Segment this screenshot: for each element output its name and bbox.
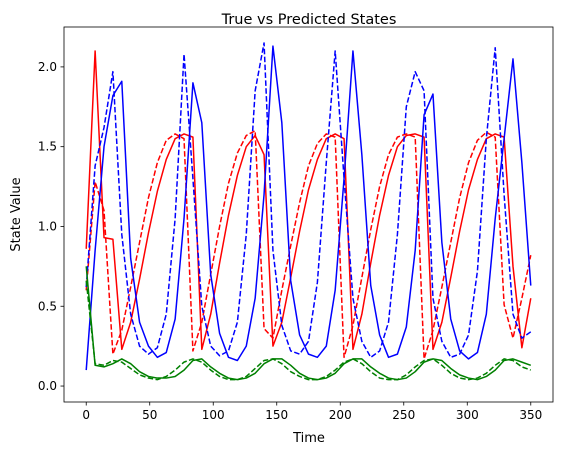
axes-layer: 0 50 100 150 200 250 300 350 0.0 0.5 1.0 1.5 2.0	[38, 60, 542, 422]
x-tick-label: 100	[202, 408, 225, 422]
x-tick-label: 300	[456, 408, 479, 422]
x-tick-label: 250	[392, 408, 415, 422]
series-layer	[85, 42, 532, 381]
chart-title: True vs Predicted States	[221, 12, 397, 28]
x-tick-label: 200	[329, 408, 352, 422]
series-line-4	[85, 42, 532, 359]
series-line-6	[85, 280, 532, 381]
x-tick-label: 350	[519, 408, 542, 422]
series-line-3	[85, 45, 532, 371]
x-tick-label: 50	[142, 408, 157, 422]
y-tick-label: 1.0	[38, 219, 57, 233]
x-axis-label: Time	[292, 431, 325, 446]
plot-frame	[63, 26, 554, 403]
y-axis-label: State Value	[9, 177, 24, 251]
x-tick-label: 0	[82, 408, 90, 422]
series-line-1	[85, 50, 532, 351]
x-tick-label: 150	[265, 408, 288, 422]
y-tick-label: 1.5	[38, 140, 57, 154]
y-tick-label: 2.0	[38, 60, 57, 74]
y-tick-label: 0.0	[38, 379, 57, 393]
y-tick-label: 0.5	[38, 299, 57, 313]
